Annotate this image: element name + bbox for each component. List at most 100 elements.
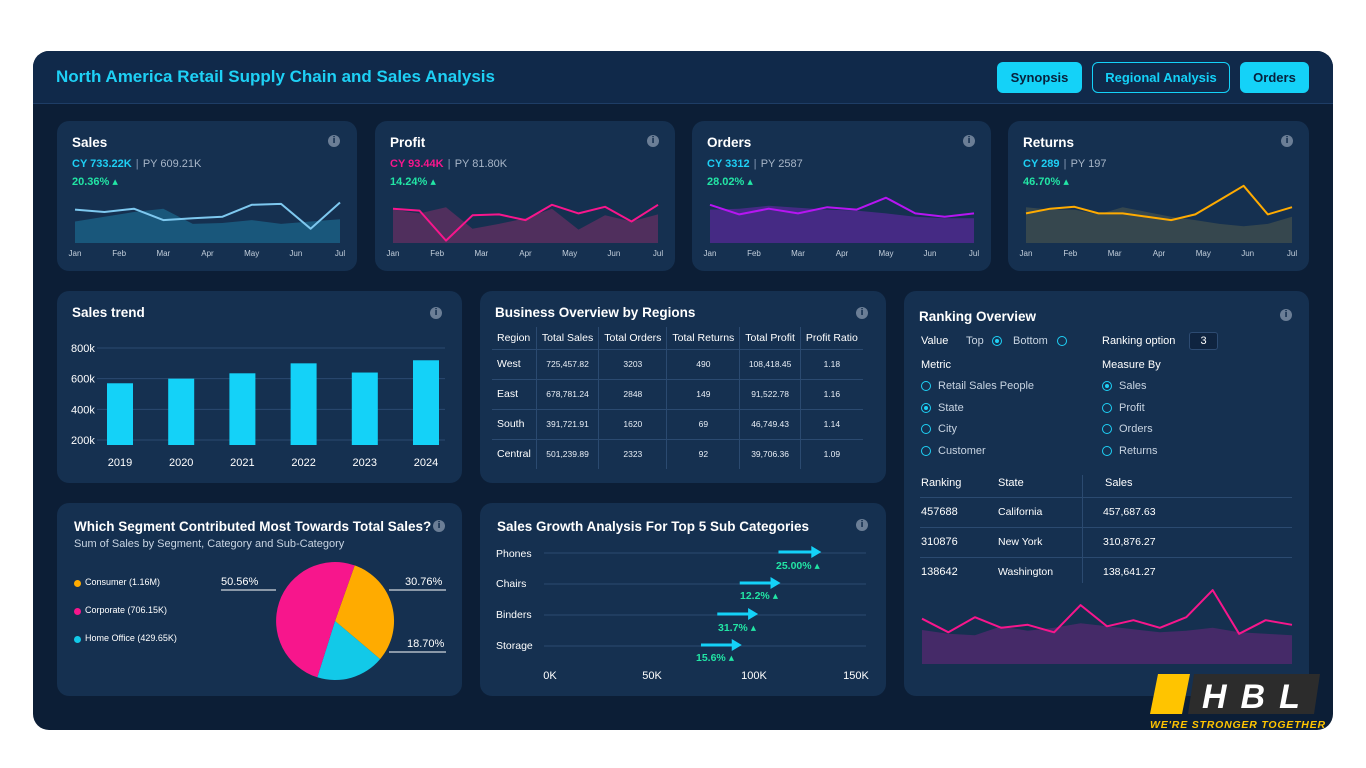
- measure-radio-orders[interactable]: [1102, 424, 1112, 434]
- column-header[interactable]: Profit Ratio: [800, 327, 863, 350]
- month-tick-label: Mar: [791, 249, 805, 258]
- kpi-card-profit: Profit i CY 93.44K | PY 81.80K 14.24% ▴ Ja…: [375, 121, 675, 271]
- info-icon[interactable]: i: [856, 519, 868, 531]
- legend-home-office[interactable]: Home Office (429.65K): [85, 633, 177, 643]
- y-tick-label: 200k: [71, 435, 95, 447]
- info-icon[interactable]: i: [430, 307, 442, 319]
- trend-bar: [351, 372, 378, 445]
- kpi-growth: 28.02%: [707, 176, 745, 188]
- growth-label: 12.2% ▴: [740, 590, 778, 602]
- growth-arrowhead: [811, 546, 822, 558]
- bottom-radio[interactable]: [1057, 336, 1067, 346]
- kpi-growth: 14.24%: [390, 176, 428, 188]
- column-header[interactable]: Total Sales: [536, 327, 600, 350]
- ranking-card: Ranking Overview i Value Top Bottom Rank…: [904, 291, 1309, 696]
- month-tick-label: Jun: [289, 249, 302, 258]
- kpi-card-orders: Orders i CY 3312 | PY 2587 28.02% ▴ Jan Feb…: [692, 121, 991, 271]
- month-tick-label: Jan: [387, 249, 400, 258]
- month-tick-label: Jun: [607, 249, 620, 258]
- info-icon[interactable]: i: [647, 135, 659, 147]
- x-tick-label: 100K: [741, 670, 767, 682]
- legend-swatch: [74, 608, 81, 615]
- sales-trend-chart: 800k 600k 400k 200k 2019 2020 2021 2022 2023 2024: [71, 343, 445, 469]
- column-header[interactable]: Region: [492, 327, 537, 350]
- value-label: Value: [921, 335, 949, 347]
- x-tick-label: 2022: [291, 457, 315, 469]
- card-title: Which Segment Contributed Most Towards T…: [74, 519, 432, 534]
- nav-regional-analysis-button[interactable]: Regional Analysis: [1092, 62, 1230, 93]
- legend-consumer[interactable]: Consumer (1.16M): [85, 577, 161, 587]
- column-header[interactable]: Ranking: [921, 477, 962, 489]
- month-tick-label: May: [562, 249, 577, 258]
- info-icon[interactable]: i: [328, 135, 340, 147]
- month-tick-label: Apr: [519, 249, 532, 258]
- metric-radio-city[interactable]: [921, 424, 931, 434]
- growth-arrowhead: [731, 639, 742, 651]
- category-label: Binders: [496, 609, 532, 621]
- x-tick-label: 150K: [843, 670, 869, 682]
- legend-swatch: [74, 580, 81, 587]
- sparkline-line: [709, 196, 975, 218]
- pie-slice: [276, 562, 355, 678]
- ranking-option-label: Ranking option: [1102, 335, 1176, 347]
- table-row: Central 501,239.89 2323 92 39,706.36 1.09: [492, 439, 863, 469]
- measure-radio-sales[interactable]: [1102, 381, 1112, 391]
- pie-slice: [335, 565, 395, 660]
- month-tick-label: Feb: [747, 249, 761, 258]
- kpi-cy: CY 733.22K: [72, 158, 132, 170]
- kpi-py: PY 81.80K: [454, 158, 508, 170]
- x-tick-label: 0K: [543, 670, 557, 682]
- month-tick-label: Mar: [1108, 249, 1122, 258]
- segment-pie-chart: [221, 562, 446, 681]
- table-row: 457688 California 457,687.63: [920, 498, 1292, 528]
- nav-synopsis-button[interactable]: Synopsis: [997, 62, 1082, 93]
- category-label: Chairs: [496, 578, 527, 590]
- regions-table: Region Total Sales Total Orders Total Re…: [492, 327, 863, 469]
- month-tick-label: Jul: [1287, 249, 1297, 258]
- sparkline-line: [74, 201, 341, 230]
- ranking-header-row: Ranking State Sales: [920, 471, 1292, 498]
- ranking-option-input[interactable]: 3: [1189, 332, 1218, 350]
- column-header[interactable]: State: [998, 477, 1024, 489]
- measure-radio-returns[interactable]: [1102, 446, 1112, 456]
- kpi-sparkline: Jan Feb Mar Apr May Jun Jul: [69, 201, 345, 258]
- kpi-title: Orders: [707, 135, 752, 150]
- month-tick-label: Jan: [1020, 249, 1033, 258]
- legend-corporate[interactable]: Corporate (706.15K): [85, 605, 168, 615]
- metric-option-label: City: [938, 423, 957, 435]
- column-header[interactable]: Total Returns: [666, 327, 741, 350]
- month-tick-label: Jul: [653, 249, 663, 258]
- nav-orders-button[interactable]: Orders: [1240, 62, 1309, 93]
- info-icon[interactable]: i: [1281, 135, 1293, 147]
- kpi-py: PY 2587: [760, 158, 803, 170]
- month-tick-label: Apr: [201, 249, 214, 258]
- column-header[interactable]: Sales: [1105, 477, 1133, 489]
- info-icon[interactable]: i: [856, 307, 868, 319]
- column-header[interactable]: Total Orders: [598, 327, 668, 350]
- up-arrow-icon: ▴: [747, 176, 753, 188]
- table-row: East 678,781.24 2848 149 91,522.78 1.16: [492, 379, 863, 410]
- kpi-sparkline: Jan Feb Mar Apr May Jun Jul: [387, 203, 663, 258]
- info-icon[interactable]: i: [963, 135, 975, 147]
- metric-radio-state[interactable]: [921, 403, 931, 413]
- card-title: Ranking Overview: [919, 309, 1037, 324]
- top-radio[interactable]: [992, 336, 1002, 346]
- sparkline-area: [1026, 207, 1292, 243]
- metric-radio-customer[interactable]: [921, 446, 931, 456]
- trend-bar: [107, 383, 133, 445]
- segment-card: Which Segment Contributed Most Towards T…: [57, 503, 462, 696]
- growth-arrow-chart: 0K 50K 100K 150K: [543, 546, 870, 682]
- info-icon[interactable]: i: [433, 520, 445, 532]
- kpi-growth: 20.36%: [72, 176, 110, 188]
- trend-bar: [290, 363, 317, 445]
- table-row: 138642 Washington 138,641.27: [921, 566, 1156, 578]
- metric-radio-retail-sales-people[interactable]: [921, 381, 931, 391]
- category-label: Storage: [496, 640, 533, 652]
- column-header[interactable]: Total Profit: [739, 327, 801, 350]
- month-tick-label: Jul: [969, 249, 979, 258]
- info-icon[interactable]: i: [1280, 309, 1292, 321]
- month-tick-label: Jan: [69, 249, 82, 258]
- table-row: South 391,721.91 1620 69 46,749.43 1.14: [492, 409, 863, 440]
- x-tick-label: 2021: [230, 457, 254, 469]
- measure-radio-profit[interactable]: [1102, 403, 1112, 413]
